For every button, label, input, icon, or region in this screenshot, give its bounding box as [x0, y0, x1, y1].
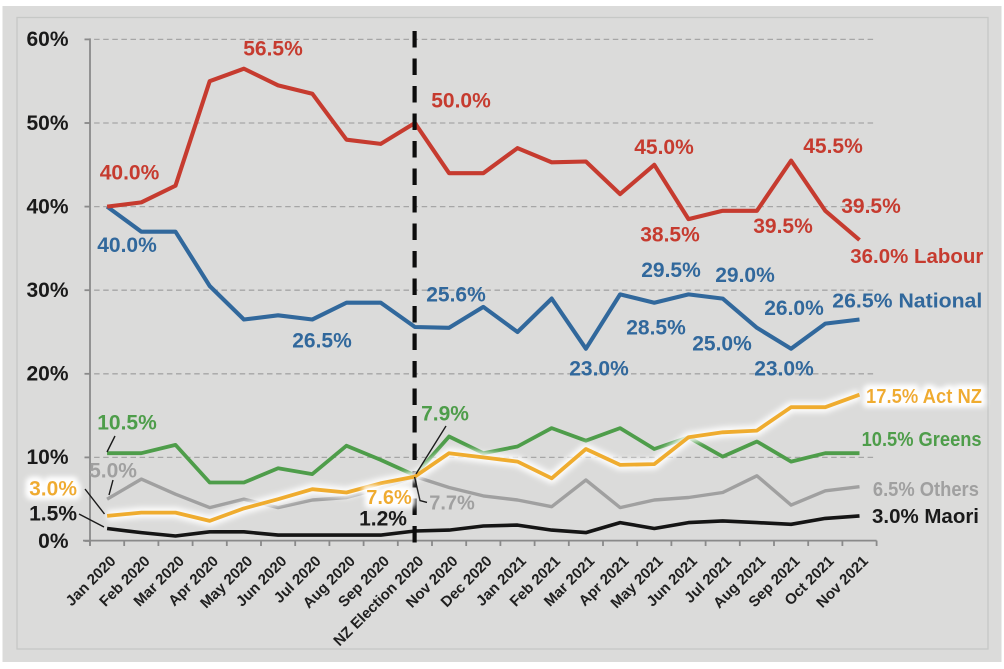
svg-text:45.5%: 45.5% [803, 135, 863, 158]
svg-text:23.0%: 23.0% [569, 358, 629, 381]
svg-text:26.5%: 26.5% [292, 330, 352, 353]
svg-text:5.0%: 5.0% [89, 460, 137, 483]
svg-text:40.0%: 40.0% [97, 234, 157, 257]
svg-text:7.7%: 7.7% [429, 493, 475, 515]
svg-text:45.0%: 45.0% [634, 136, 694, 159]
svg-text:56.5%: 56.5% [243, 38, 303, 61]
svg-text:0%: 0% [38, 530, 69, 553]
svg-text:39.5%: 39.5% [841, 195, 901, 218]
svg-text:38.5%: 38.5% [640, 224, 700, 247]
svg-text:29.0%: 29.0% [715, 264, 775, 287]
svg-text:26.0%: 26.0% [764, 297, 824, 320]
svg-text:17.5% Act NZ: 17.5% Act NZ [866, 385, 982, 408]
svg-text:7.6%: 7.6% [366, 487, 412, 509]
svg-text:25.6%: 25.6% [426, 284, 486, 307]
svg-text:1.2%: 1.2% [359, 508, 407, 531]
svg-text:1.5%: 1.5% [29, 503, 77, 526]
svg-text:3.0% Maori: 3.0% Maori [872, 505, 979, 528]
svg-text:23.0%: 23.0% [754, 358, 814, 381]
svg-text:50.0%: 50.0% [431, 90, 491, 113]
svg-text:10.5%: 10.5% [97, 412, 157, 435]
svg-text:40.0%: 40.0% [100, 161, 160, 184]
svg-text:40%: 40% [26, 195, 68, 218]
svg-text:29.5%: 29.5% [641, 259, 701, 282]
svg-text:50%: 50% [26, 112, 68, 135]
svg-text:10.5% Greens: 10.5% Greens [862, 428, 982, 451]
svg-text:6.5% Others: 6.5% Others [873, 478, 979, 501]
svg-text:20%: 20% [26, 363, 68, 386]
svg-text:36.0% Labour: 36.0% Labour [850, 245, 983, 268]
svg-text:7.9%: 7.9% [421, 402, 469, 425]
svg-text:60%: 60% [26, 28, 68, 51]
svg-text:28.5%: 28.5% [626, 317, 686, 340]
svg-text:10%: 10% [26, 446, 68, 469]
svg-text:3.0%: 3.0% [29, 478, 77, 501]
svg-text:26.5% National: 26.5% National [832, 289, 982, 312]
svg-text:30%: 30% [26, 279, 68, 302]
svg-text:25.0%: 25.0% [692, 333, 752, 356]
svg-text:39.5%: 39.5% [753, 215, 813, 238]
